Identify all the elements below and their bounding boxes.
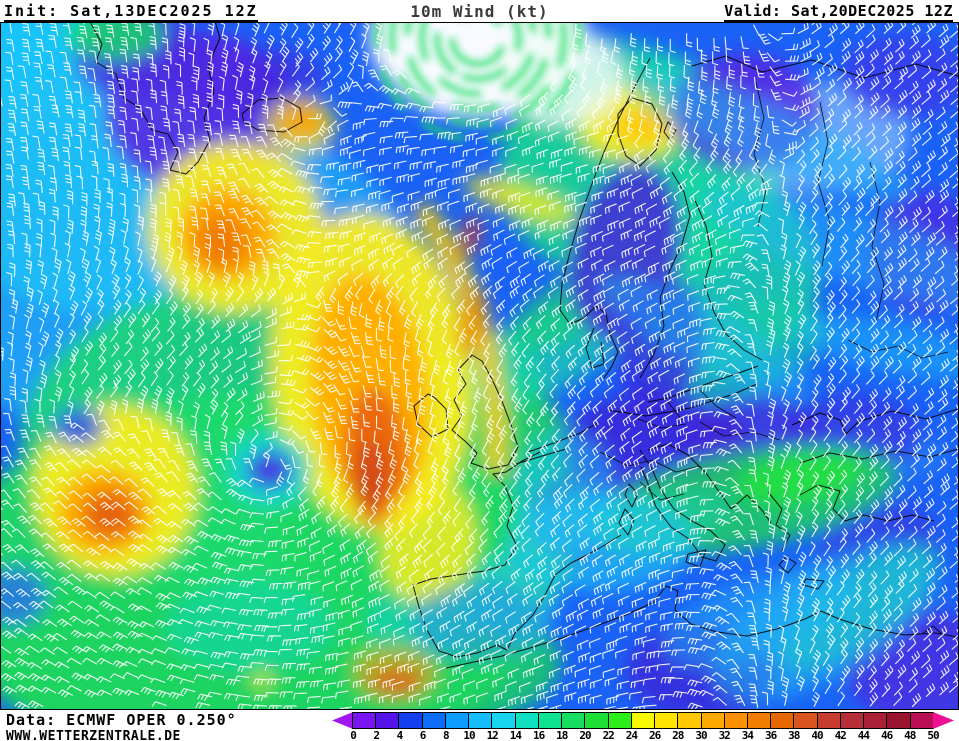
coast-sweden — [639, 171, 691, 379]
colorbar-tick-label: 30 — [695, 729, 707, 741]
colorbar-segment — [655, 713, 679, 728]
colorbar-tick-label: 36 — [764, 729, 777, 741]
colorbar-segment — [817, 713, 841, 728]
colorbar-segment — [353, 713, 377, 728]
valid-datetime: Valid: Sat,20DEC2025 12Z — [724, 2, 953, 22]
colorbar-segment — [724, 713, 748, 728]
colorbar-segment — [469, 713, 493, 728]
coast-netherlands-germany — [527, 422, 599, 453]
colorbar-segment — [515, 713, 539, 728]
colorbar-tick-label: 48 — [904, 729, 916, 741]
colorbar-segment — [492, 713, 516, 728]
colorbar-segment — [910, 713, 933, 728]
colorbar-segment — [422, 713, 446, 728]
coast-channel-france — [515, 448, 567, 465]
colorbar-segment — [771, 713, 795, 728]
colorbar-strip — [352, 712, 934, 729]
colorbar-tick-label: 46 — [880, 729, 893, 741]
colorbar-tick-label: 6 — [419, 729, 427, 741]
colorbar-tick-label: 34 — [741, 729, 754, 741]
colorbar-tick-label: 50 — [927, 729, 939, 741]
coast-baltic-south — [607, 383, 758, 417]
colorbar-segment — [608, 713, 632, 728]
colorbar-segment — [538, 713, 563, 728]
colorbar-overflow-arrow — [933, 712, 954, 729]
coast-norway — [559, 57, 651, 379]
colorbar-segment — [399, 713, 423, 728]
colorbar-segment — [678, 713, 702, 728]
colorbar-tick-label: 2 — [373, 729, 380, 741]
website-url: WWW.WETTERZENTRALE.DE — [6, 729, 181, 741]
colorbar-tick-label: 42 — [834, 729, 847, 741]
colorbar-tick-label: 44 — [857, 729, 870, 741]
colorbar-tick-label: 38 — [788, 729, 800, 741]
coast-sardinia — [618, 508, 635, 536]
colorbar-segment — [747, 713, 772, 728]
colorbar-segment — [794, 713, 818, 728]
colorbar-segment — [562, 713, 586, 728]
colorbar-tick-label: 26 — [648, 729, 661, 741]
colorbar-segment — [864, 713, 888, 728]
colorbar-tick-label: 24 — [625, 729, 638, 741]
colorbar-segment — [701, 713, 725, 728]
colorbar-tick-label: 16 — [532, 729, 545, 741]
colorbar-segment — [887, 713, 911, 728]
colorbar-underflow-arrow — [332, 712, 353, 729]
colorbar-tick-label: 14 — [509, 729, 522, 741]
init-datetime: Init: Sat,13DEC2025 12Z — [4, 2, 258, 22]
coast-greece — [767, 491, 825, 590]
colorbar-segment — [445, 713, 470, 728]
map-title: 10m Wind (kt) — [410, 2, 549, 21]
wind-speed-colorbar: 0 2 4 6 8 10 12 14 16 18 20 22 24 26 28 30 32 34 36 38 40 42 4… — [332, 712, 956, 741]
colorbar-tick-label: 40 — [811, 729, 823, 741]
coast-black-sea — [791, 408, 959, 435]
colorbar-segment — [376, 713, 400, 728]
colorbar-segment — [631, 713, 656, 728]
colorbar-tick-label: 32 — [718, 729, 731, 741]
data-source: Data: ECMWF OPER 0.250° — [6, 711, 237, 729]
colorbar-segment — [585, 713, 609, 728]
coast-balkans — [730, 494, 772, 524]
colorbar-tick-label: 22 — [602, 729, 615, 741]
coast-nile-delta — [921, 625, 944, 636]
coast-ireland — [413, 393, 449, 438]
colorbar-tick-label: 20 — [579, 729, 591, 741]
coast-turkey-south — [799, 484, 935, 522]
colorbar-segment — [840, 713, 865, 728]
colorbar-tick-label: 18 — [556, 729, 568, 741]
colorbar-tick-label: 10 — [463, 729, 475, 741]
colorbar-tick-label: 8 — [442, 729, 450, 741]
colorbar-tick-label: 28 — [672, 729, 684, 741]
colorbar-tick-label: 0 — [350, 729, 357, 741]
coast-denmark — [585, 327, 605, 369]
colorbar-tick-label: 4 — [396, 729, 404, 741]
colorbar-tick-label: 12 — [486, 729, 499, 741]
